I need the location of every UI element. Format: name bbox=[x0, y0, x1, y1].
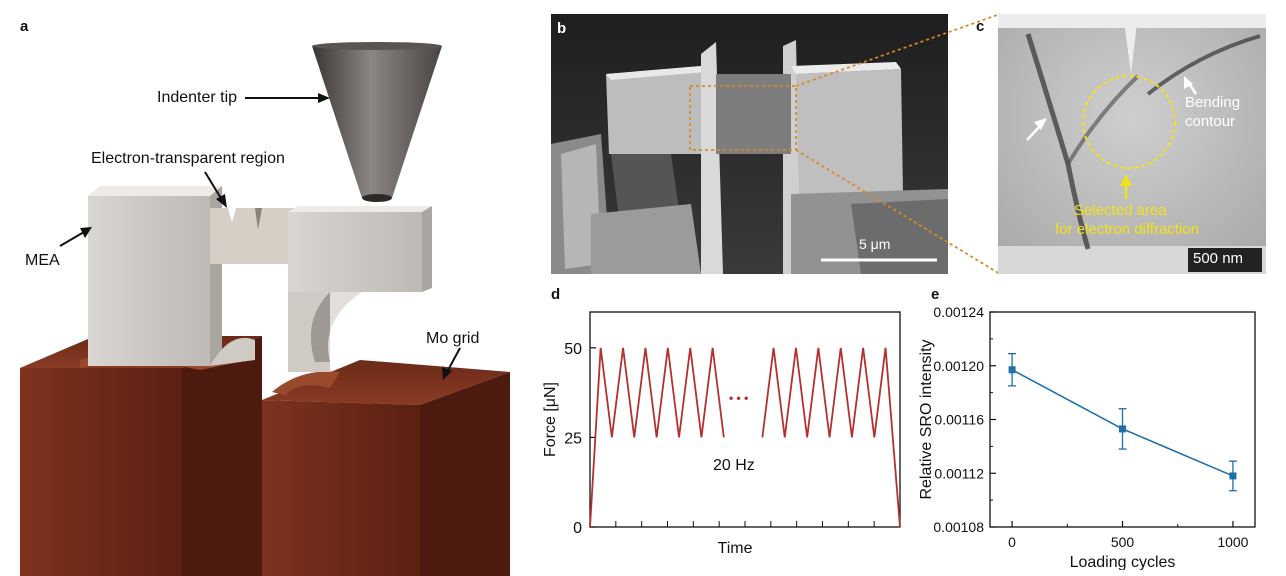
panel-label-c-outer: c bbox=[976, 18, 985, 35]
sem-image: b 5 μm bbox=[551, 14, 948, 274]
sem-scalebar-label: 5 μm bbox=[859, 236, 891, 252]
data-point bbox=[1119, 425, 1126, 433]
tem-image: c Bending contour Selected area for elec… bbox=[998, 14, 1266, 274]
panel-label-a: a bbox=[20, 18, 29, 35]
y-tick-label: 25 bbox=[564, 430, 582, 447]
force-time-chart: 0 25 50 Time Force [μN] bbox=[542, 311, 901, 557]
gap-ellipsis: • • • bbox=[729, 391, 749, 405]
tem-scalebar-label: 500 nm bbox=[1193, 250, 1244, 267]
annotation-electron-region: Electron-transparent region bbox=[91, 150, 285, 167]
bending-contour-line2: contour bbox=[1185, 113, 1236, 130]
annotation-mea: MEA bbox=[25, 252, 60, 269]
x-axis-label: Loading cycles bbox=[1070, 554, 1176, 570]
annotation-mo-grid: Mo grid bbox=[426, 330, 480, 347]
panel-label-d: d bbox=[551, 286, 561, 303]
data-point bbox=[1008, 366, 1016, 374]
bending-contour-line1: Bending bbox=[1185, 94, 1241, 111]
force-series-before-gap bbox=[589, 347, 725, 528]
y-tick-label: 0.00124 bbox=[933, 304, 984, 320]
y-tick-label: 0.00116 bbox=[934, 412, 984, 428]
x-tick-label: 1000 bbox=[1217, 534, 1248, 550]
sro-intensity-chart: 0.00108 0.00112 0.00116 0.00120 0.00124 0 500 1… bbox=[918, 304, 1256, 570]
selected-area-line2: for electron diffraction bbox=[1055, 221, 1199, 238]
y-tick-label: 0.00120 bbox=[933, 358, 984, 374]
y-axis-label: Force [μN] bbox=[542, 382, 559, 457]
force-series-after-gap bbox=[761, 347, 901, 528]
selected-area-line1: Selected area bbox=[1074, 202, 1167, 219]
panel-a: a bbox=[0, 0, 540, 576]
x-tick-label: 500 bbox=[1111, 534, 1135, 550]
y-tick-label: 0.00112 bbox=[934, 465, 984, 481]
tem-image-drawing bbox=[998, 14, 1266, 274]
data-point bbox=[1229, 472, 1237, 480]
annotation-indenter-tip: Indenter tip bbox=[157, 89, 238, 106]
x-tick-label: 0 bbox=[1008, 534, 1016, 550]
y-tick-label: 0.00108 bbox=[933, 519, 984, 535]
panel-label-b: b bbox=[557, 20, 567, 37]
schematic-illustration bbox=[20, 42, 510, 576]
sem-image-drawing bbox=[551, 14, 948, 274]
panel-label-e: e bbox=[931, 286, 940, 303]
y-tick-label: 50 bbox=[564, 341, 582, 358]
x-axis-label: Time bbox=[718, 540, 753, 557]
y-axis-label: Relative SRO intensity bbox=[918, 339, 935, 499]
frequency-label: 20 Hz bbox=[713, 457, 755, 474]
y-tick-label: 0 bbox=[573, 520, 582, 537]
